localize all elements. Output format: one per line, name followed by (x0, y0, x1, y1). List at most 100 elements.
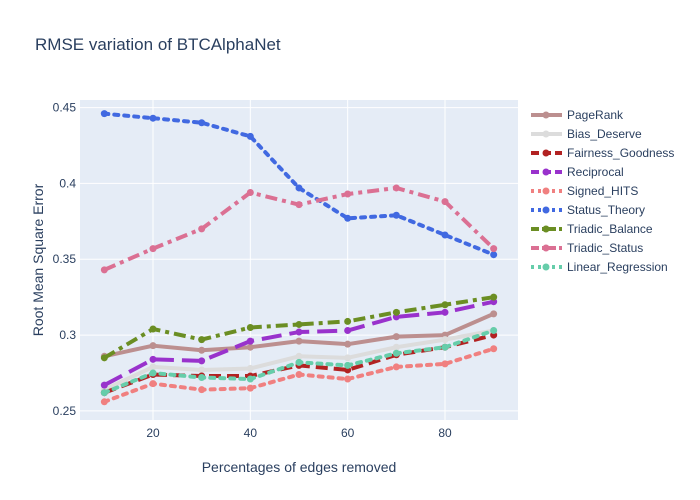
legend-label: PageRank (567, 108, 624, 122)
x-axis-title: Percentages of edges removed (202, 459, 397, 475)
data-point (490, 245, 498, 253)
data-point (295, 328, 303, 336)
legend-item-status-theory[interactable]: Status_Theory (531, 203, 645, 217)
data-point (344, 190, 352, 198)
series-lines (100, 110, 498, 406)
data-point (441, 308, 449, 316)
legend-swatch-marker (542, 244, 550, 252)
legend-item-fairness-goodness[interactable]: Fairness_Goodness (531, 146, 674, 160)
data-point (100, 110, 108, 118)
data-point (198, 346, 206, 354)
data-point (295, 352, 303, 360)
legend-label: Triadic_Status (567, 241, 643, 255)
data-point (490, 293, 498, 301)
data-point (344, 317, 352, 325)
series-pagerank (100, 310, 498, 360)
legend-label: Linear_Regression (567, 260, 668, 274)
series-linear-regression (100, 327, 498, 397)
data-point (392, 184, 400, 192)
data-point (100, 354, 108, 362)
data-point (490, 310, 498, 318)
data-point (198, 336, 206, 344)
data-point (344, 361, 352, 369)
legend-swatch-marker (542, 206, 550, 214)
data-point (295, 337, 303, 345)
data-point (344, 327, 352, 335)
data-point (295, 201, 303, 209)
y-tick-label: 0.4 (59, 176, 76, 190)
data-point (100, 389, 108, 397)
legend-label: Fairness_Goodness (567, 146, 674, 160)
data-point (198, 366, 206, 374)
data-point (198, 119, 206, 127)
data-point (295, 184, 303, 192)
legend-swatch-marker (542, 168, 550, 176)
data-point (392, 349, 400, 357)
data-point (198, 225, 206, 233)
data-point (490, 327, 498, 335)
data-point (149, 363, 157, 371)
legend-label: Reciprocal (567, 165, 624, 179)
y-tick-label: 0.3 (59, 328, 76, 342)
legend-label: Bias_Deserve (567, 127, 642, 141)
data-point (295, 371, 303, 379)
legend-item-bias-deserve[interactable]: Bias_Deserve (531, 127, 642, 141)
legend-label: Signed_HITS (567, 184, 638, 198)
data-point (149, 369, 157, 377)
legend-item-signed-hits[interactable]: Signed_HITS (531, 184, 638, 198)
legend-item-reciprocal[interactable]: Reciprocal (531, 165, 624, 179)
data-point (198, 357, 206, 365)
legend-item-pagerank[interactable]: PageRank (531, 108, 624, 122)
data-point (295, 358, 303, 366)
data-point (149, 114, 157, 122)
data-point (100, 266, 108, 274)
x-axis-ticks: 20 40 60 80 (146, 426, 452, 440)
data-point (246, 375, 254, 383)
legend-swatch-marker (542, 187, 550, 195)
data-point (490, 251, 498, 259)
data-point (490, 345, 498, 353)
data-point (344, 354, 352, 362)
data-point (100, 398, 108, 406)
data-point (344, 214, 352, 222)
y-tick-label: 0.45 (53, 101, 77, 115)
data-point (441, 360, 449, 368)
series-status-theory (100, 110, 498, 259)
x-tick-label: 20 (146, 426, 160, 440)
data-point (344, 375, 352, 383)
data-point (295, 320, 303, 328)
series-signed-hits (100, 345, 498, 406)
data-point (441, 336, 449, 344)
data-point (246, 384, 254, 392)
data-point (149, 245, 157, 253)
legend[interactable]: PageRank Bias_Deserve Fairness_Goodness Rec… (531, 108, 674, 274)
legend-item-triadic-balance[interactable]: Triadic_Balance (531, 222, 653, 236)
legend-swatch-marker (542, 149, 550, 157)
data-point (246, 337, 254, 345)
y-tick-label: 0.25 (53, 404, 77, 418)
x-tick-label: 40 (244, 426, 258, 440)
y-axis-ticks: 0.25 0.3 0.35 0.4 0.45 (53, 101, 77, 418)
data-point (441, 231, 449, 239)
data-point (149, 355, 157, 363)
data-point (392, 333, 400, 341)
data-point (149, 380, 157, 388)
x-tick-label: 80 (438, 426, 452, 440)
legend-swatch-marker (542, 263, 550, 271)
legend-label: Status_Theory (567, 203, 645, 217)
chart-title: RMSE variation of BTCAlphaNet (35, 35, 281, 54)
data-point (246, 343, 254, 351)
legend-item-triadic-status[interactable]: Triadic_Status (531, 241, 643, 255)
data-point (441, 198, 449, 206)
series-triadic-status (100, 184, 498, 274)
data-point (392, 211, 400, 219)
data-point (392, 308, 400, 316)
data-point (344, 340, 352, 348)
series-reciprocal (100, 298, 498, 389)
legend-label: Triadic_Balance (567, 222, 653, 236)
data-point (392, 363, 400, 371)
data-point (149, 342, 157, 350)
legend-item-linear-regression[interactable]: Linear_Regression (531, 260, 668, 274)
data-point (149, 325, 157, 333)
